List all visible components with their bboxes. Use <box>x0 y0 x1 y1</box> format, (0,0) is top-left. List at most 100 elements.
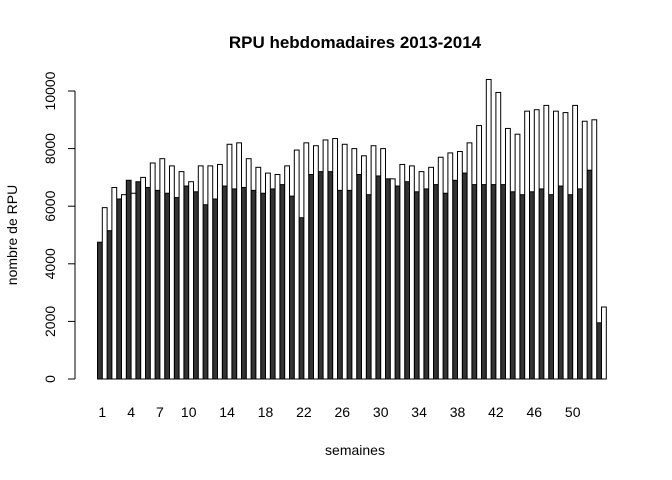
bar-series-2 <box>428 166 435 380</box>
bar-series-1 <box>577 188 583 380</box>
y-tick-label: 8000 <box>42 133 58 164</box>
bar-series-1 <box>317 171 324 380</box>
bar-series-2 <box>217 163 223 380</box>
x-tick-label: 50 <box>565 404 581 420</box>
x-axis-ticks: 1 4 7 10 14 18 22 26 30 34 38 42 46 50 <box>98 404 580 420</box>
bar-series-2 <box>207 165 214 380</box>
y-axis-label: nombre de RPU <box>4 185 20 285</box>
bar-series-2 <box>236 142 242 380</box>
bar-series-1 <box>308 174 315 380</box>
bar-series-2 <box>130 192 137 380</box>
bar-series-2 <box>226 143 233 380</box>
bar-series-1 <box>596 322 603 380</box>
bar-series-1 <box>221 185 228 380</box>
bar-series-2 <box>111 186 118 380</box>
bar-series-1 <box>193 191 199 380</box>
bar-series-2 <box>284 165 291 380</box>
bar-series-2 <box>601 306 607 380</box>
bar-series-2 <box>399 163 406 380</box>
bar-series-2 <box>514 133 521 380</box>
bar-series-2 <box>418 171 425 380</box>
bar-series-1 <box>298 217 305 380</box>
bar-series-2 <box>255 166 262 380</box>
x-tick-label: 22 <box>296 404 312 420</box>
bar-series-2 <box>361 155 367 380</box>
bar-series-2 <box>485 78 492 380</box>
bar-series-2 <box>380 148 387 380</box>
bar-series-2 <box>101 207 108 380</box>
x-tick-label: 38 <box>450 404 466 420</box>
bar-series-1 <box>135 181 142 380</box>
bar-series-1 <box>490 184 497 380</box>
bar-series-2 <box>572 104 579 380</box>
y-tick-label: 10000 <box>42 71 58 110</box>
bar-series-2 <box>313 145 319 380</box>
y-tick-label: 6000 <box>42 190 58 221</box>
bar-series-2 <box>265 172 271 380</box>
bar-series-1 <box>538 188 545 380</box>
x-tick-label: 10 <box>181 404 197 420</box>
bar-series-1 <box>557 185 564 380</box>
bar-series-2 <box>495 91 502 380</box>
bar-series-2 <box>322 139 329 380</box>
bar-series-1 <box>116 198 122 380</box>
bar-series-1 <box>289 195 295 380</box>
bar-series-2 <box>524 110 531 380</box>
bar-series-2 <box>409 165 415 380</box>
bar-series-1 <box>413 191 420 380</box>
bar-series-2 <box>178 171 185 380</box>
bar-series-1 <box>106 230 113 380</box>
bar-series-2 <box>303 142 310 380</box>
bar-series-2 <box>437 156 444 380</box>
x-tick-label: 7 <box>156 404 164 420</box>
bar-series-2 <box>140 176 146 380</box>
bar-series-2 <box>245 158 252 380</box>
x-tick-label: 14 <box>219 404 235 420</box>
x-tick-label: 1 <box>98 404 106 420</box>
bars <box>97 78 607 380</box>
bar-series-2 <box>121 194 127 380</box>
bar-series-1 <box>586 169 593 380</box>
y-axis: 0 2000 4000 6000 8000 10000 <box>42 71 76 383</box>
x-tick-label: 4 <box>127 404 135 420</box>
bar-series-1 <box>231 188 238 380</box>
bar-series-1 <box>327 171 334 380</box>
bar-series-1 <box>509 191 516 380</box>
chart-title: RPU hebdomadaires 2013-2014 <box>229 33 482 52</box>
bar-series-1 <box>471 184 478 380</box>
bar-series-1 <box>145 186 151 380</box>
bar-series-2 <box>591 119 598 380</box>
x-tick-label: 18 <box>258 404 274 420</box>
bar-series-2 <box>149 162 156 380</box>
bar-series-1 <box>269 188 276 380</box>
bar-series-2 <box>447 152 454 380</box>
bar-series-2 <box>543 104 550 380</box>
bar-series-1 <box>356 174 363 380</box>
bar-series-1 <box>279 184 286 380</box>
bar-series-1 <box>394 185 401 380</box>
bar-series-2 <box>351 148 358 380</box>
bar-series-2 <box>169 165 175 380</box>
bar-series-2 <box>293 149 300 380</box>
bar-series-2 <box>457 150 463 380</box>
bar-series-1 <box>346 189 353 380</box>
bar-series-1 <box>519 194 526 380</box>
bar-series-1 <box>452 179 459 380</box>
bar-series-1 <box>241 186 247 380</box>
bar-series-1 <box>461 172 468 380</box>
bar-series-1 <box>548 194 555 380</box>
bar-series-2 <box>466 142 473 380</box>
bar-series-1 <box>442 192 449 380</box>
bar-series-2 <box>533 109 540 380</box>
bar-series-2 <box>505 127 511 380</box>
bar-series-2 <box>197 165 204 380</box>
bar-series-2 <box>341 143 348 380</box>
bar-series-2 <box>389 178 396 380</box>
x-axis-label: semaines <box>325 442 385 458</box>
bar-series-1 <box>125 179 132 380</box>
bar-series-1 <box>423 188 430 380</box>
bar-series-2 <box>562 112 569 380</box>
bar-series-2 <box>553 110 559 380</box>
bar-series-2 <box>370 145 377 380</box>
